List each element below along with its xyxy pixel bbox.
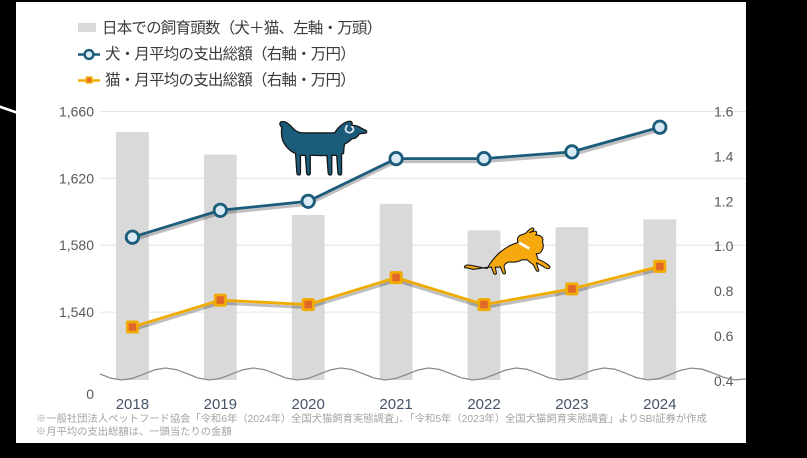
svg-text:1.6: 1.6	[714, 104, 734, 120]
svg-text:0: 0	[86, 386, 94, 402]
svg-text:0.8: 0.8	[714, 283, 734, 299]
svg-text:1,660: 1,660	[59, 104, 94, 120]
svg-text:1.2: 1.2	[714, 193, 734, 209]
svg-text:1.4: 1.4	[714, 148, 734, 164]
svg-text:0.6: 0.6	[714, 328, 734, 344]
svg-text:1.0: 1.0	[714, 238, 734, 254]
svg-text:1,620: 1,620	[59, 170, 94, 186]
svg-text:1,540: 1,540	[59, 304, 94, 320]
svg-text:1,580: 1,580	[59, 237, 94, 253]
